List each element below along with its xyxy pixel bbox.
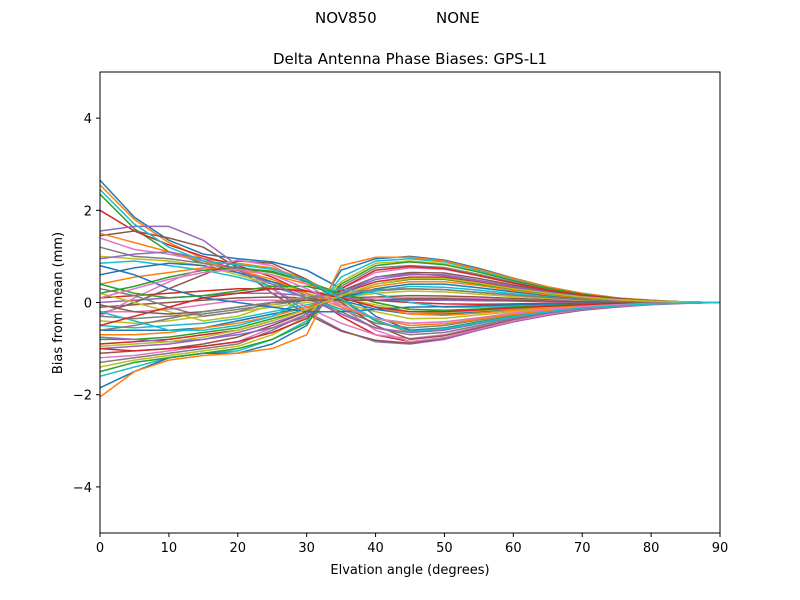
x-axis-label: Elvation angle (degrees) bbox=[330, 563, 489, 578]
y-tick-label: −4 bbox=[73, 481, 92, 496]
x-tick-label: 70 bbox=[574, 541, 591, 556]
series-line bbox=[100, 281, 721, 336]
x-tick-label: 10 bbox=[161, 541, 178, 556]
series-line bbox=[99, 268, 721, 324]
series-line bbox=[99, 287, 720, 331]
figure-suptitle-right: NONE bbox=[436, 9, 480, 27]
y-tick-label: 2 bbox=[84, 204, 92, 219]
series-line bbox=[99, 209, 721, 343]
figure-suptitle-left: NOV850 bbox=[315, 9, 377, 27]
x-axis-ticks: 0 10 20 30 40 50 60 70 80 90 bbox=[96, 533, 728, 556]
y-tick-label: −2 bbox=[73, 389, 92, 404]
series-line bbox=[99, 255, 721, 389]
x-tick-label: 30 bbox=[298, 541, 315, 556]
y-axis-ticks: −4 −2 0 2 4 bbox=[73, 112, 100, 496]
series-line bbox=[99, 189, 721, 333]
y-tick-label: 0 bbox=[84, 297, 92, 312]
series-line bbox=[99, 287, 720, 327]
y-axis-label: Bias from mean (mm) bbox=[51, 232, 66, 374]
x-tick-label: 20 bbox=[230, 541, 247, 556]
x-tick-label: 0 bbox=[96, 541, 104, 556]
x-tick-label: 40 bbox=[367, 541, 384, 556]
series-layer bbox=[99, 179, 721, 398]
chart-title: Delta Antenna Phase Biases: GPS-L1 bbox=[273, 50, 547, 68]
x-tick-label: 50 bbox=[436, 541, 453, 556]
x-tick-label: 90 bbox=[712, 541, 729, 556]
x-tick-label: 80 bbox=[643, 541, 660, 556]
x-tick-label: 60 bbox=[505, 541, 522, 556]
series-line bbox=[99, 277, 721, 348]
y-tick-label: 4 bbox=[84, 112, 92, 127]
